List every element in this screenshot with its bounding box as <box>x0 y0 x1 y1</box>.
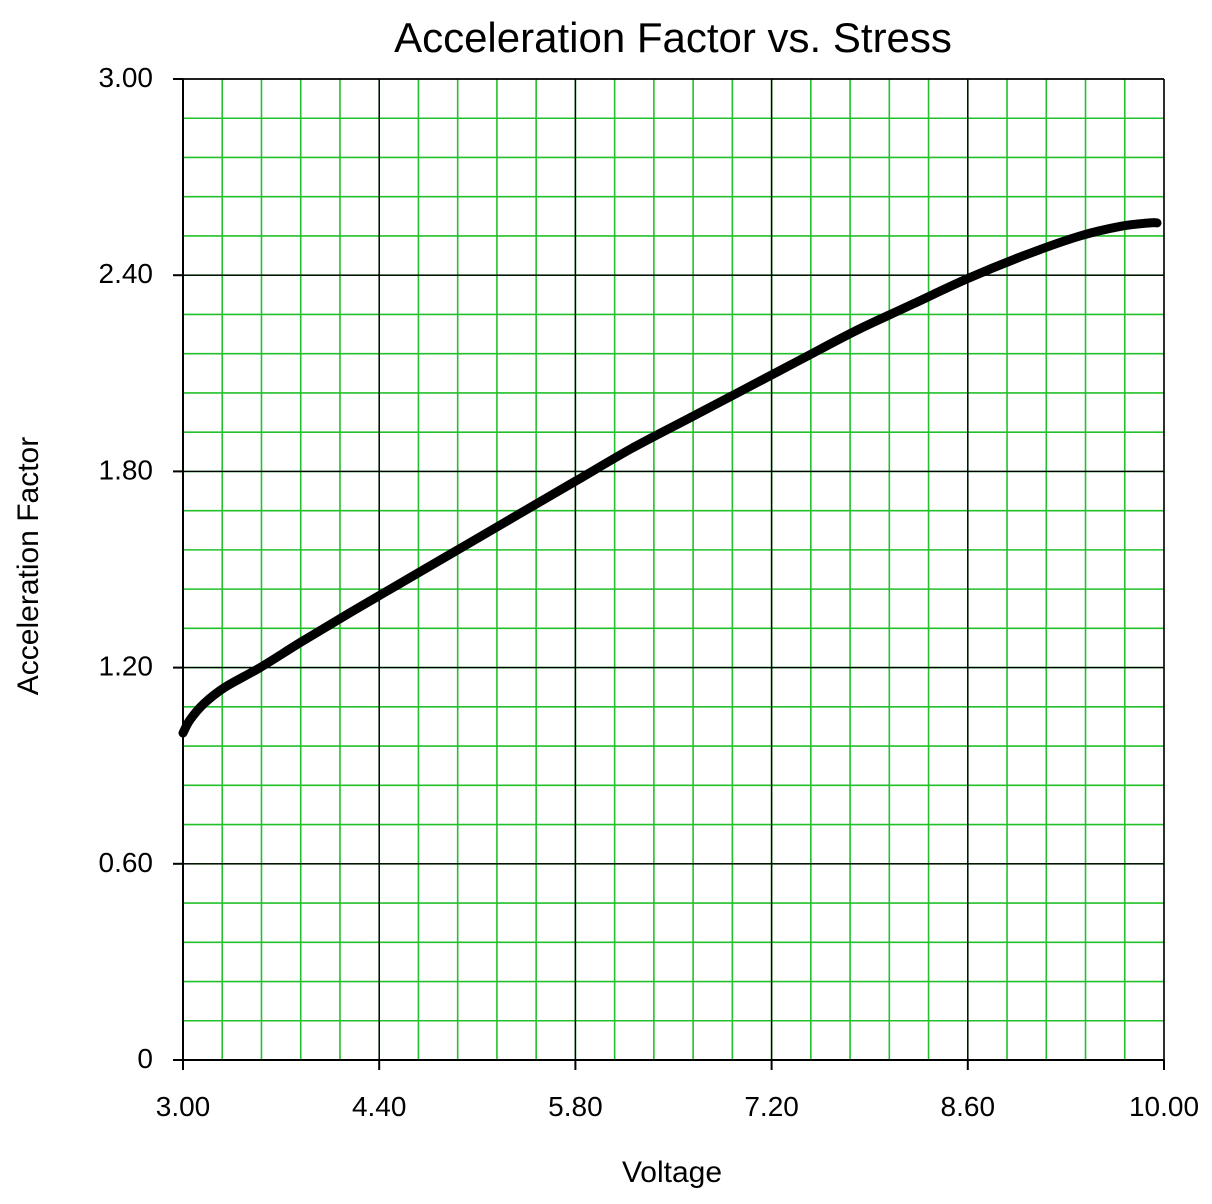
x-tick-label: 10.00 <box>1129 1091 1199 1122</box>
y-tick-labels: 0 0.60 1.20 1.80 2.40 3.00 <box>99 62 154 1074</box>
major-grid <box>182 78 1165 1061</box>
x-tick-label: 4.40 <box>352 1091 407 1122</box>
x-tick-label: 5.80 <box>548 1091 603 1122</box>
y-tick-label: 1.20 <box>99 651 154 682</box>
axes <box>173 78 1165 1070</box>
minor-grid <box>183 79 1164 1060</box>
y-tick-label: 0.60 <box>99 847 154 878</box>
x-tick-label: 8.60 <box>941 1091 996 1122</box>
y-tick-label: 0 <box>137 1043 153 1074</box>
y-tick-label: 1.80 <box>99 454 154 485</box>
y-axis-label: Acceleration Factor <box>12 437 45 695</box>
series-line <box>178 218 1162 738</box>
y-tick-label: 2.40 <box>99 258 154 289</box>
x-tick-label: 3.00 <box>156 1091 211 1122</box>
series-group <box>178 218 1162 738</box>
chart-title: Acceleration Factor vs. Stress <box>394 14 952 61</box>
x-tick-label: 7.20 <box>744 1091 799 1122</box>
x-axis-label: Voltage <box>622 1156 722 1189</box>
y-tick-label: 3.00 <box>99 62 154 93</box>
x-tick-labels: 3.00 4.40 5.80 7.20 8.60 10.00 <box>156 1091 1199 1122</box>
